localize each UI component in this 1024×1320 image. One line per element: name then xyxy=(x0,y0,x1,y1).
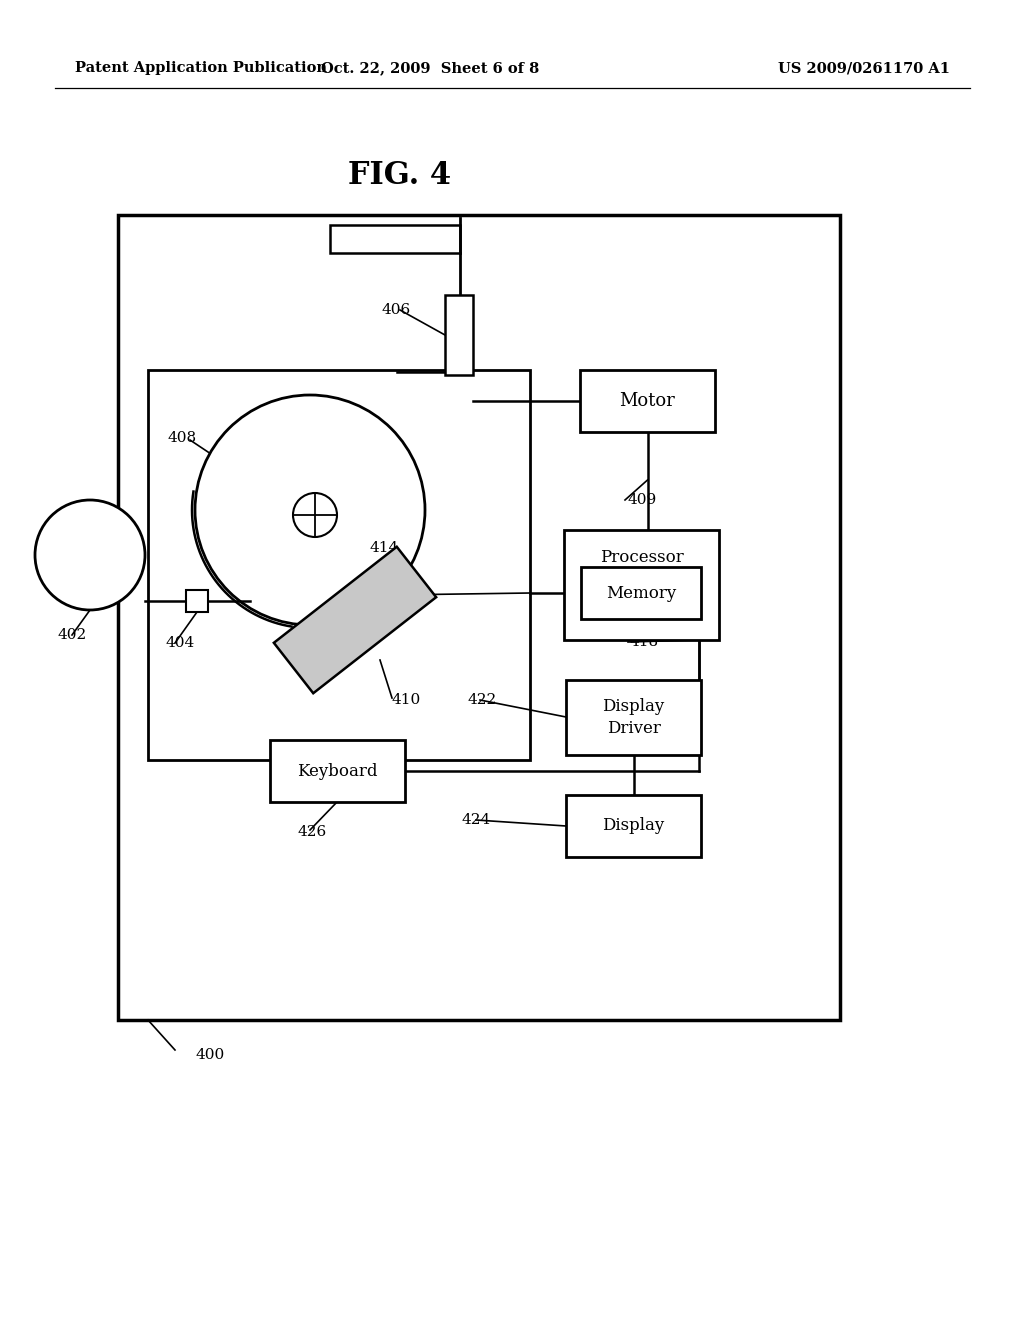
Text: Processor: Processor xyxy=(600,549,683,566)
Bar xyxy=(566,795,701,857)
Text: FIG. 4: FIG. 4 xyxy=(348,160,452,190)
Text: Motor: Motor xyxy=(620,392,676,411)
Text: 409: 409 xyxy=(628,492,657,507)
Bar xyxy=(270,741,406,803)
Text: 418: 418 xyxy=(630,635,659,649)
Bar xyxy=(445,294,473,375)
Bar xyxy=(564,531,719,640)
Bar xyxy=(580,370,715,432)
Text: 416: 416 xyxy=(380,587,410,602)
Circle shape xyxy=(195,395,425,624)
Text: 408: 408 xyxy=(167,432,197,445)
Text: 400: 400 xyxy=(195,1048,224,1063)
Bar xyxy=(118,215,840,1020)
Polygon shape xyxy=(273,546,436,693)
Text: US 2009/0261170 A1: US 2009/0261170 A1 xyxy=(778,61,950,75)
Text: 424: 424 xyxy=(462,813,492,828)
Text: 406: 406 xyxy=(382,304,412,317)
Text: 412: 412 xyxy=(378,230,408,244)
Bar xyxy=(148,370,530,760)
Bar xyxy=(330,224,460,253)
Text: 402: 402 xyxy=(58,628,87,642)
Text: 414: 414 xyxy=(370,541,399,554)
Text: 404: 404 xyxy=(165,636,195,649)
Text: Display: Display xyxy=(602,817,665,834)
Text: Patent Application Publication: Patent Application Publication xyxy=(75,61,327,75)
Circle shape xyxy=(293,492,337,537)
Text: Keyboard: Keyboard xyxy=(297,763,378,780)
Text: 422: 422 xyxy=(468,693,498,708)
Text: 426: 426 xyxy=(297,825,327,840)
Bar xyxy=(581,568,701,619)
Text: Display
Driver: Display Driver xyxy=(602,698,665,737)
Text: Memory: Memory xyxy=(606,585,676,602)
Text: 410: 410 xyxy=(392,693,421,708)
Circle shape xyxy=(35,500,145,610)
Text: Oct. 22, 2009  Sheet 6 of 8: Oct. 22, 2009 Sheet 6 of 8 xyxy=(321,61,539,75)
Bar xyxy=(186,590,208,612)
Bar xyxy=(566,680,701,755)
